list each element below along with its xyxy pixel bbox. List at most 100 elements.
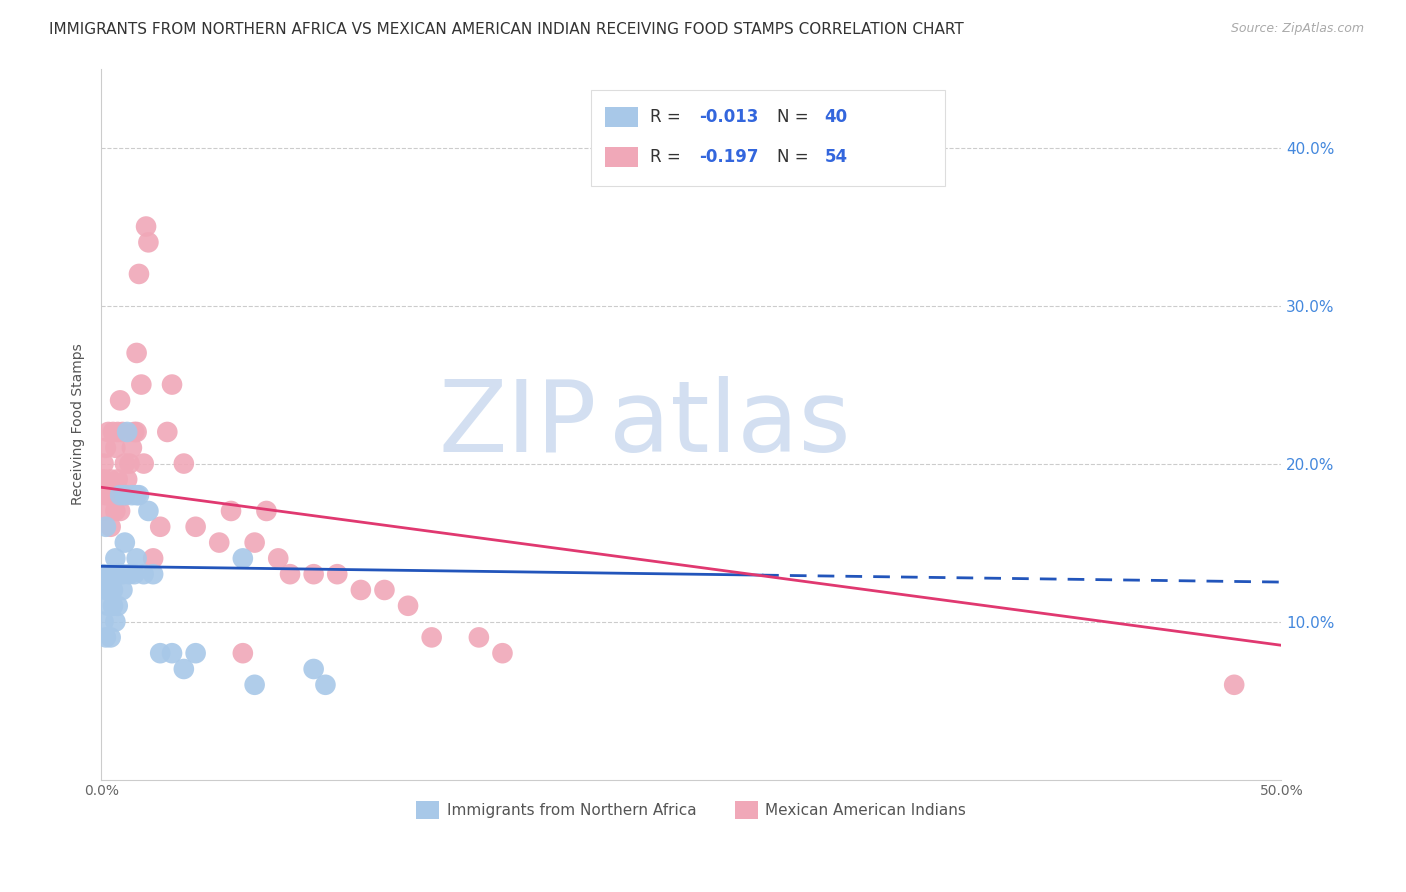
Point xyxy=(104,441,127,455)
Point xyxy=(101,582,124,597)
Point xyxy=(173,457,195,471)
Text: IMMIGRANTS FROM NORTHERN AFRICA VS MEXICAN AMERICAN INDIAN RECEIVING FOOD STAMPS: IMMIGRANTS FROM NORTHERN AFRICA VS MEXIC… xyxy=(49,22,965,37)
Point xyxy=(132,457,155,471)
Bar xyxy=(605,147,638,168)
Point xyxy=(114,457,136,471)
Point xyxy=(491,646,513,660)
Point xyxy=(267,551,290,566)
Point xyxy=(93,504,115,518)
Point xyxy=(97,582,120,597)
Point xyxy=(125,425,148,439)
Point xyxy=(219,504,242,518)
Point xyxy=(94,488,117,502)
Point xyxy=(373,582,395,597)
Point xyxy=(121,441,143,455)
Point xyxy=(135,219,157,234)
Point xyxy=(131,377,153,392)
Text: 54: 54 xyxy=(825,148,848,167)
Point xyxy=(138,504,160,518)
Point xyxy=(149,520,172,534)
Point xyxy=(138,235,160,250)
Point xyxy=(232,551,254,566)
Point xyxy=(278,567,301,582)
Point xyxy=(396,599,419,613)
Point xyxy=(156,425,179,439)
Point xyxy=(114,488,136,502)
Point xyxy=(1223,678,1246,692)
Point xyxy=(122,425,145,439)
Point xyxy=(121,488,143,502)
Point xyxy=(160,377,183,392)
Point xyxy=(184,520,207,534)
Point xyxy=(118,567,141,582)
Point xyxy=(101,425,124,439)
Point xyxy=(107,472,129,486)
Point xyxy=(104,504,127,518)
Point xyxy=(142,551,165,566)
Point xyxy=(93,457,115,471)
Point xyxy=(114,535,136,549)
Point xyxy=(100,520,122,534)
Point xyxy=(94,520,117,534)
Point xyxy=(122,567,145,582)
Point xyxy=(184,646,207,660)
Point xyxy=(108,393,131,408)
Bar xyxy=(605,107,638,127)
Point xyxy=(302,662,325,676)
Point xyxy=(111,582,134,597)
Point xyxy=(149,646,172,660)
Point xyxy=(243,535,266,549)
Point xyxy=(115,425,138,439)
Point xyxy=(128,488,150,502)
Point xyxy=(93,472,115,486)
Y-axis label: Receiving Food Stamps: Receiving Food Stamps xyxy=(72,343,86,505)
Point xyxy=(93,615,115,629)
Point xyxy=(326,567,349,582)
Text: atlas: atlas xyxy=(609,376,851,473)
Point xyxy=(111,567,134,582)
Point xyxy=(97,488,120,502)
Point xyxy=(256,504,278,518)
Point xyxy=(243,678,266,692)
Point xyxy=(94,441,117,455)
Point xyxy=(94,631,117,645)
Point xyxy=(97,599,120,613)
Text: R =: R = xyxy=(650,108,686,126)
Point xyxy=(125,551,148,566)
Point xyxy=(100,567,122,582)
Point xyxy=(97,425,120,439)
Point xyxy=(107,599,129,613)
Point xyxy=(104,615,127,629)
Point xyxy=(173,662,195,676)
Point xyxy=(468,631,491,645)
Legend: Immigrants from Northern Africa, Mexican American Indians: Immigrants from Northern Africa, Mexican… xyxy=(411,795,973,825)
Point xyxy=(101,488,124,502)
Point xyxy=(128,267,150,281)
Point xyxy=(350,582,373,597)
Point xyxy=(208,535,231,549)
Text: R =: R = xyxy=(650,148,686,167)
Point xyxy=(108,567,131,582)
Point xyxy=(101,599,124,613)
Point xyxy=(94,582,117,597)
Point xyxy=(111,488,134,502)
Point xyxy=(111,425,134,439)
Point xyxy=(314,678,336,692)
Text: N =: N = xyxy=(778,108,814,126)
Point xyxy=(302,567,325,582)
Point xyxy=(108,504,131,518)
Text: -0.013: -0.013 xyxy=(700,108,759,126)
Text: -0.197: -0.197 xyxy=(700,148,759,167)
Point xyxy=(142,567,165,582)
Text: ZIP: ZIP xyxy=(439,376,598,473)
Point xyxy=(108,488,131,502)
Point xyxy=(115,472,138,486)
Point xyxy=(420,631,443,645)
Point xyxy=(104,551,127,566)
Point xyxy=(107,425,129,439)
Point xyxy=(125,346,148,360)
Point xyxy=(104,567,127,582)
Point xyxy=(100,472,122,486)
FancyBboxPatch shape xyxy=(591,90,945,186)
Point xyxy=(125,488,148,502)
